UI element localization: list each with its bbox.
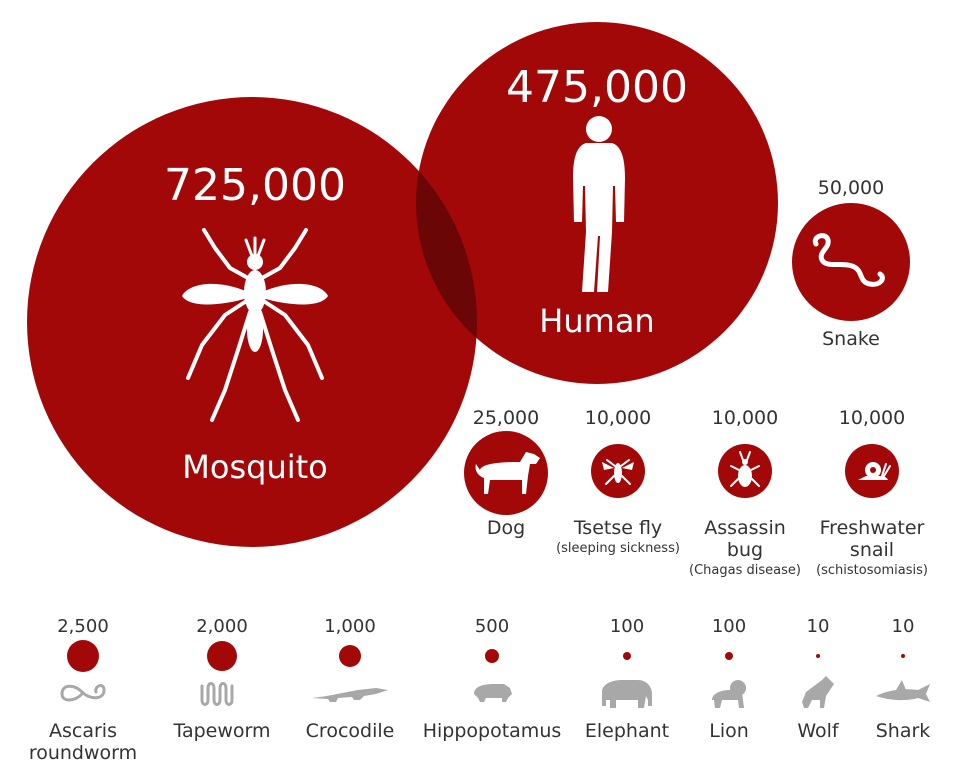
value-snake: 50,000 (818, 177, 884, 199)
bubble-group-lion: 100 Lion (709, 616, 749, 742)
label-snail-line2: snail (850, 539, 894, 561)
label-mosquito: Mosquito (182, 448, 327, 486)
dog-icon (475, 452, 540, 494)
bubble-group-hippopotamus: 500 Hippopotamus (423, 616, 562, 742)
label-assassin-bug-line2: bug (727, 539, 763, 561)
value-dog: 25,000 (473, 407, 539, 429)
sublabel-tsetse-fly: (sleeping sickness) (556, 541, 680, 556)
bubble-elephant (623, 652, 631, 660)
value-lion: 100 (712, 616, 746, 637)
tsetse-fly-icon (602, 459, 634, 485)
label-snake: Snake (822, 328, 880, 350)
value-hippopotamus: 500 (475, 616, 509, 637)
label-hippopotamus: Hippopotamus (423, 720, 562, 742)
value-elephant: 100 (610, 616, 644, 637)
bubble-crocodile (339, 645, 361, 667)
human-icon (573, 116, 625, 292)
value-wolf: 10 (807, 616, 830, 637)
bubble-tapeworm (207, 641, 237, 671)
bubble-group-snail: 10,000 Freshwater snail (schistosomiasis… (816, 407, 928, 578)
shark-icon (876, 680, 930, 702)
bubble-group-wolf: 10 Wolf (797, 616, 840, 742)
bubble-group-assassin-bug: 10,000 Assassin bug (Chagas disease) (689, 407, 801, 578)
mosquito-icon (182, 228, 328, 422)
value-crocodile: 1,000 (324, 616, 376, 637)
hippopotamus-icon (474, 684, 512, 702)
value-shark: 10 (892, 616, 915, 637)
bubble-group-elephant: 100 Elephant (585, 616, 669, 742)
label-lion: Lion (709, 720, 749, 742)
label-shark: Shark (876, 720, 931, 742)
value-human: 475,000 (506, 62, 688, 113)
bubble-roundworm (67, 640, 99, 672)
bubble-snake (792, 203, 910, 321)
value-roundworm: 2,500 (57, 616, 109, 637)
bubble-lion (725, 652, 733, 660)
label-snail-line1: Freshwater (820, 517, 925, 539)
roundworm-icon (60, 684, 106, 702)
sublabel-assassin-bug: (Chagas disease) (689, 563, 801, 578)
bubble-group-tapeworm: 2,000 Tapeworm (172, 616, 270, 742)
assassin-bug-icon (730, 451, 760, 487)
bubble-group-roundworm: 2,500 Ascaris roundworm (29, 616, 137, 764)
value-snail: 10,000 (839, 407, 905, 429)
bubble-group-dog: 25,000 Dog (464, 407, 548, 539)
label-human: Human (539, 302, 654, 340)
lion-icon (712, 680, 746, 708)
label-dog: Dog (487, 517, 525, 539)
elephant-icon (602, 680, 652, 708)
label-elephant: Elephant (585, 720, 669, 742)
bubble-shark (901, 654, 905, 658)
bubble-wolf (816, 654, 820, 658)
snake-icon (812, 233, 885, 287)
bubble-group-tsetse-fly: 10,000 Tsetse fly (sleeping sickness) (556, 407, 680, 556)
label-tsetse-fly: Tsetse fly (573, 517, 662, 539)
snail-icon (858, 462, 891, 480)
label-assassin-bug-line1: Assassin (704, 517, 786, 539)
bubble-group-shark: 10 Shark (876, 616, 931, 742)
label-tapeworm: Tapeworm (172, 720, 270, 742)
bubble-group-crocodile: 1,000 Crocodile (306, 616, 395, 742)
label-crocodile: Crocodile (306, 720, 395, 742)
value-tsetse-fly: 10,000 (585, 407, 651, 429)
value-assassin-bug: 10,000 (712, 407, 778, 429)
sublabel-snail: (schistosomiasis) (816, 563, 928, 578)
value-tapeworm: 2,000 (196, 616, 248, 637)
wolf-icon (802, 676, 834, 708)
label-roundworm-line1: Ascaris (49, 720, 117, 742)
label-wolf: Wolf (797, 720, 840, 742)
bubble-hippopotamus (485, 649, 499, 663)
bubble-group-snake: 50,000 Snake (792, 177, 910, 350)
label-roundworm-line2: roundworm (29, 742, 137, 764)
tapeworm-icon (200, 682, 234, 706)
value-mosquito: 725,000 (164, 160, 346, 211)
crocodile-icon (312, 688, 388, 702)
